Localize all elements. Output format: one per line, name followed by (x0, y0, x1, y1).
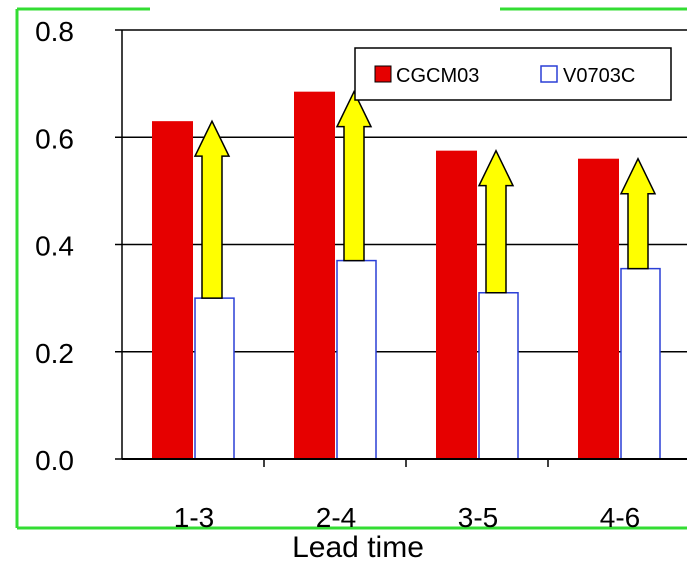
bar-cgcm03 (436, 150, 477, 459)
y-tick-label: 0.2 (35, 338, 74, 369)
bar-cgcm03 (578, 158, 619, 459)
x-axis-title: Lead time (292, 531, 424, 564)
bar-v0703c (478, 292, 519, 460)
x-tick-label: 4-6 (600, 502, 640, 533)
up-arrow (477, 148, 515, 294)
bar-cgcm03 (152, 121, 193, 459)
bar-cgcm03 (294, 91, 335, 459)
y-tick-label: 0.4 (35, 231, 74, 262)
legend-label-v0703c: V0703C (563, 65, 635, 87)
green-frame (15, 7, 687, 530)
axes: 0.0 0.2 0.4 0.6 0.8 1-3 2-4 3-5 4-6 (35, 16, 687, 533)
y-tick-label: 0.8 (35, 16, 74, 47)
bar-v0703c (620, 267, 661, 460)
legend-swatch-cgcm03 (374, 65, 392, 83)
y-tick-label: 0.6 (35, 123, 74, 154)
bar-v0703c (194, 297, 235, 460)
bars (152, 91, 661, 460)
x-tick-label: 2-4 (316, 502, 356, 533)
bar-v0703c (336, 259, 377, 460)
legend: CGCM03 V0703C (354, 47, 672, 101)
x-tick-label: 3-5 (458, 502, 498, 533)
legend-box (354, 47, 672, 101)
legend-swatch-v0703c (540, 65, 558, 83)
x-tick-label: 1-3 (174, 502, 214, 533)
legend-label-cgcm03: CGCM03 (396, 65, 479, 87)
y-tick-label: 0.0 (35, 445, 74, 476)
up-arrow (335, 89, 373, 262)
arrows (193, 89, 657, 299)
up-arrow (193, 119, 231, 299)
up-arrow (619, 156, 657, 270)
